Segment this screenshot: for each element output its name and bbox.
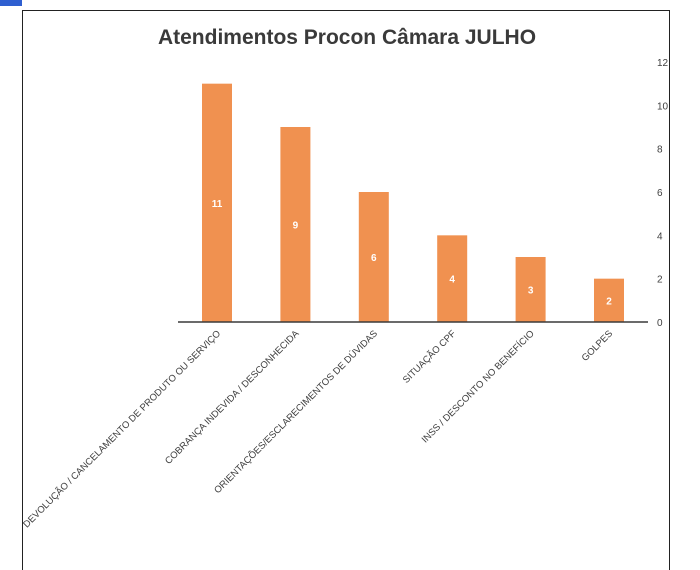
category-label-4: SITUAÇÃO CPF — [401, 328, 459, 386]
data-label-4: 4 — [449, 275, 455, 286]
corner-accent-mark — [0, 0, 22, 6]
y-tick-label-2: 2 — [657, 275, 663, 286]
data-label-6: 2 — [606, 296, 612, 307]
bar-4 — [437, 235, 468, 322]
bar-3 — [358, 192, 389, 322]
chart-title: Atendimentos Procon Câmara JULHO — [158, 26, 536, 49]
y-tick-label-10: 10 — [657, 101, 669, 112]
data-label-2: 9 — [293, 221, 299, 232]
category-label-3: ORIENTAÇÕES/ESCLARECIMENTOS DE DÚVIDAS — [212, 328, 380, 496]
y-ticks-group: 0 2 4 6 8 10 12 — [657, 58, 669, 329]
data-labels-group: 11 9 6 4 3 2 — [212, 199, 613, 308]
bar-5 — [515, 257, 546, 322]
y-tick-label-0: 0 — [657, 318, 663, 329]
bar-1 — [202, 83, 232, 323]
y-tick-label-12: 12 — [657, 58, 669, 69]
data-label-3: 6 — [371, 253, 377, 264]
data-label-5: 3 — [528, 286, 534, 297]
y-tick-label-6: 6 — [657, 188, 663, 199]
y-tick-label-8: 8 — [657, 145, 663, 156]
chart-frame — [22, 10, 670, 570]
y-tick-label-4: 4 — [657, 231, 663, 242]
category-labels-group: DEVOLUÇÃO / CANCELAMENTO DE PRODUTO OU S… — [21, 328, 615, 530]
category-label-6: GOLPES — [580, 328, 615, 363]
bar-2 — [280, 127, 311, 322]
data-label-1: 11 — [212, 199, 223, 210]
bars-group — [202, 83, 624, 323]
bar-6 — [594, 278, 624, 322]
category-label-2: COBRANÇA INDEVIDA / DESCONHECIDA — [163, 328, 302, 467]
